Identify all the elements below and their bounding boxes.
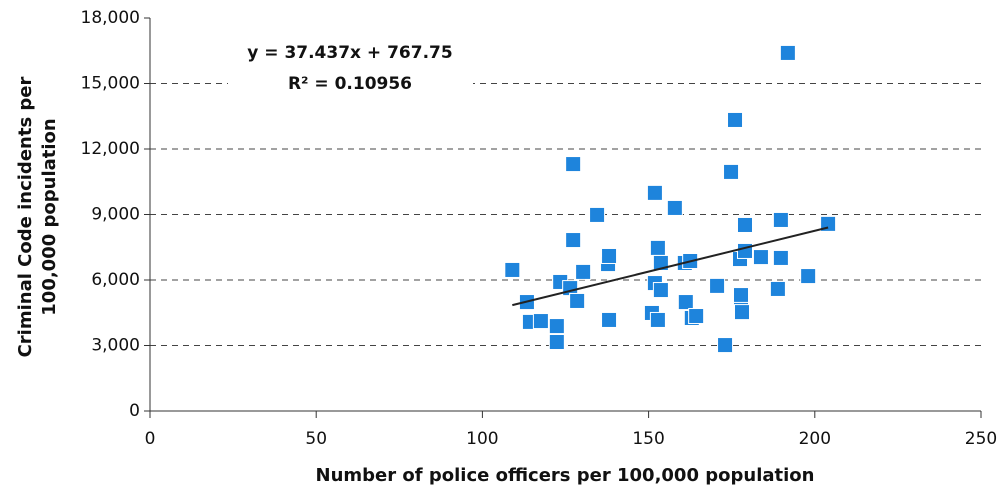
x-tick-label: 200 [799,429,831,449]
point [548,334,565,351]
annotation: R² = 0.10956 [288,74,412,94]
point [717,337,734,354]
point [589,206,606,223]
y-tick-label: 15,000 [81,74,140,94]
point [723,163,740,180]
point [736,216,753,233]
point [569,292,586,309]
point [649,239,666,256]
point [677,294,694,311]
y-tick-label: 3,000 [91,336,140,356]
point [504,261,521,278]
y-tick-label: 12,000 [81,139,140,159]
point [733,287,750,304]
point [779,44,796,61]
point [652,282,669,299]
x-tick-label: 50 [305,429,327,449]
point [548,318,565,335]
y-tick-label: 0 [129,401,140,421]
point [709,277,726,294]
point [752,249,769,266]
point [800,268,817,285]
point [532,313,549,330]
point [601,247,618,264]
point [601,311,618,328]
y-axis-label: Criminal Code incidents per [15,76,36,357]
x-axis-label: Number of police officers per 100,000 po… [316,465,815,486]
point [649,311,666,328]
point [646,184,663,201]
annotation: y = 37.437x + 767.75 [247,43,452,63]
x-tick-label: 100 [466,429,498,449]
point [575,263,592,280]
point [769,280,786,297]
point [734,304,751,321]
point [565,156,582,173]
x-tick-label: 250 [965,429,997,449]
y-tick-label: 18,000 [81,8,140,28]
y-tick-label: 6,000 [91,270,140,290]
point [727,111,744,128]
y-tick-label: 9,000 [91,205,140,225]
annotation-background [228,34,473,104]
point [666,199,683,216]
point [688,308,705,325]
x-tick-label: 0 [145,429,156,449]
point [772,211,789,228]
point [565,232,582,249]
point [772,249,789,266]
y-axis-label: 100,000 population [39,118,60,315]
x-tick-label: 150 [632,429,664,449]
trend-line [512,226,829,307]
